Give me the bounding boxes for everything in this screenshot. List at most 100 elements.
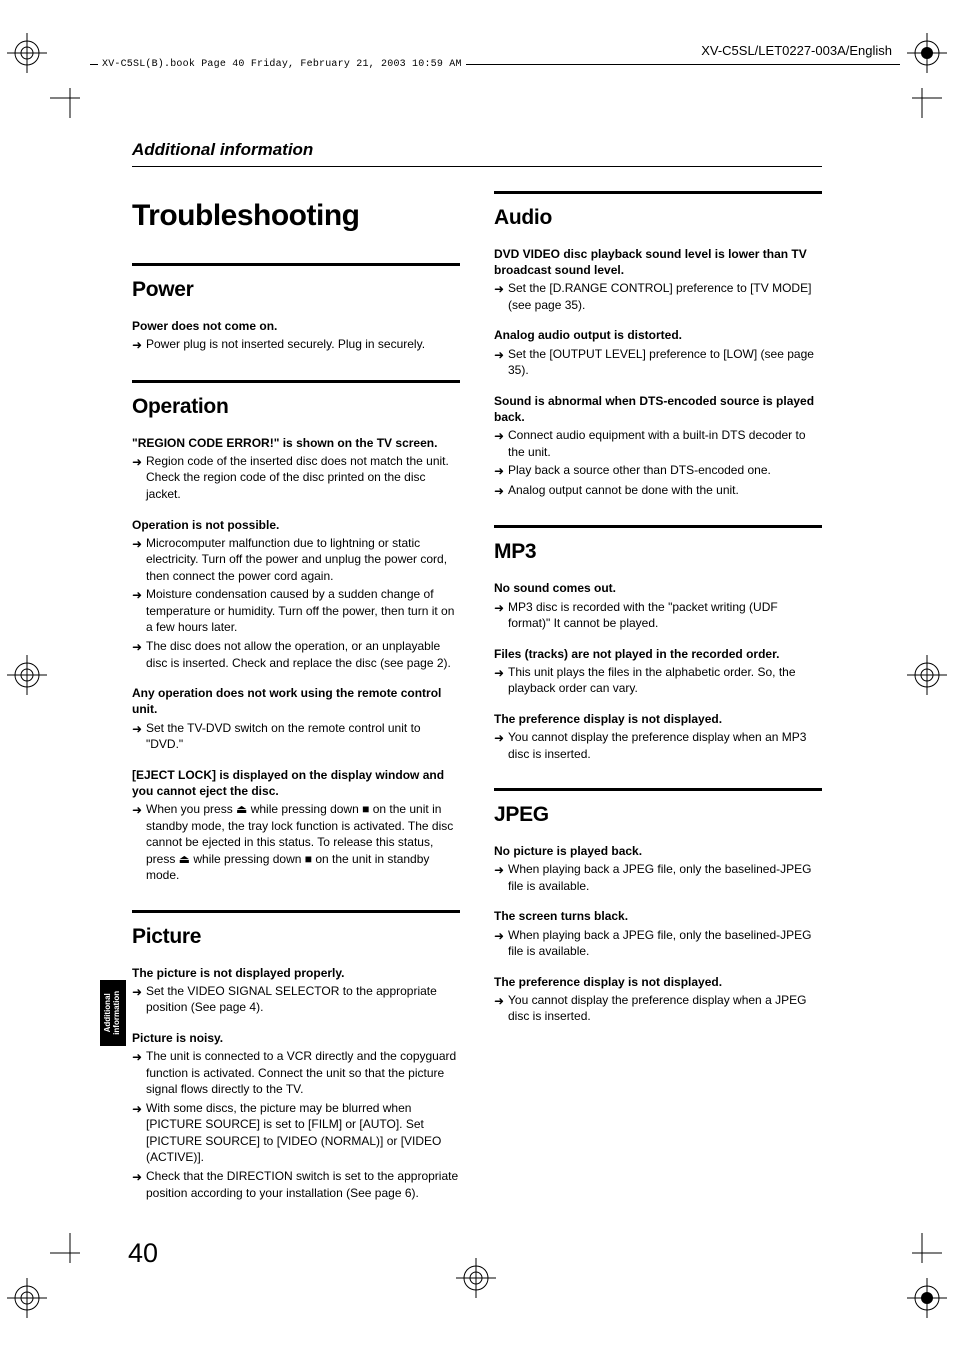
issue-solution: ➜When playing back a JPEG file, only the… [494,861,822,894]
section-title: Operation [132,395,460,419]
side-tab: Additionalinformation [100,980,126,1046]
issue-solution: ➜Analog output cannot be done with the u… [494,482,822,500]
section-title: Picture [132,925,460,949]
arrow-icon: ➜ [494,664,508,697]
arrow-icon: ➜ [494,427,508,460]
section-rule [132,380,460,383]
issue-problem: Operation is not possible. [132,517,460,533]
arrow-icon: ➜ [132,586,146,636]
solution-text: The unit is connected to a VCR directly … [146,1048,460,1098]
solution-text: When you press ⏏ while pressing down ■ o… [146,801,460,884]
section-rule [494,191,822,194]
issue-problem: No sound comes out. [494,580,822,596]
arrow-icon: ➜ [132,983,146,1016]
issue-block: The preference display is not displayed.… [494,974,822,1025]
crop-mark-icon [50,1233,90,1273]
solution-text: Analog output cannot be done with the un… [508,482,822,500]
arrow-icon: ➜ [494,729,508,762]
issue-solution: ➜Set the [D.RANGE CONTROL] preference to… [494,280,822,313]
issue-block: Any operation does not work using the re… [132,685,460,752]
issue-problem: Power does not come on. [132,318,460,334]
issue-solution: ➜Check that the DIRECTION switch is set … [132,1168,460,1201]
issue-block: Power does not come on. ➜Power plug is no… [132,318,460,354]
issue-block: Operation is not possible.➜Microcomputer… [132,517,460,672]
left-column: Troubleshooting PowerPower does not come… [132,191,460,1227]
registration-mark-top-right [907,33,947,73]
issue-problem: Any operation does not work using the re… [132,685,460,717]
solution-text: Set the [D.RANGE CONTROL] preference to … [508,280,822,313]
section-title: MP3 [494,540,822,564]
section: Picture The picture is not displayed prop… [132,910,460,1201]
issue-solution: ➜When playing back a JPEG file, only the… [494,927,822,960]
issue-problem: No picture is played back. [494,843,822,859]
issue-problem: Sound is abnormal when DTS-encoded sourc… [494,393,822,425]
issue-block: No sound comes out. ➜MP3 disc is recorded… [494,580,822,631]
registration-mark-bottom-left [7,1278,47,1318]
section-title: JPEG [494,803,822,827]
solution-text: Microcomputer malfunction due to lightni… [146,535,460,585]
section: MP3 No sound comes out. ➜MP3 disc is recor… [494,525,822,762]
issue-solution: ➜Connect audio equipment with a built-in… [494,427,822,460]
issue-solution: ➜Microcomputer malfunction due to lightn… [132,535,460,585]
arrow-icon: ➜ [132,535,146,585]
arrow-icon: ➜ [132,801,146,884]
issue-problem: The preference display is not displayed. [494,974,822,990]
issue-solution: ➜MP3 disc is recorded with the "packet w… [494,599,822,632]
breadcrumb: Additional information [132,140,822,160]
right-column: AudioDVD VIDEO disc playback sound level… [494,191,822,1227]
issue-block: DVD VIDEO disc playback sound level is l… [494,246,822,313]
solution-text: Check that the DIRECTION switch is set t… [146,1168,460,1201]
section: Operation "REGION CODE ERROR!" is shown o… [132,380,460,884]
arrow-icon: ➜ [132,1048,146,1098]
crop-mark-center-bottom-icon [456,1258,496,1298]
issue-problem: DVD VIDEO disc playback sound level is l… [494,246,822,278]
solution-text: Power plug is not inserted securely. Plu… [146,336,460,354]
arrow-icon: ➜ [494,482,508,500]
issue-solution: ➜This unit plays the files in the alphab… [494,664,822,697]
arrow-icon: ➜ [494,346,508,379]
issue-problem: "REGION CODE ERROR!" is shown on the TV … [132,435,460,451]
section-rule [494,525,822,528]
solution-text: Set the VIDEO SIGNAL SELECTOR to the app… [146,983,460,1016]
issue-block: Picture is noisy.➜The unit is connected … [132,1030,460,1201]
issue-block: [EJECT LOCK] is displayed on the display… [132,767,460,884]
issue-solution: ➜Set the [OUTPUT LEVEL] preference to [L… [494,346,822,379]
solution-text: The disc does not allow the operation, o… [146,638,460,671]
issue-solution: ➜The unit is connected to a VCR directly… [132,1048,460,1098]
issue-block: No picture is played back. ➜When playing … [494,843,822,894]
arrow-icon: ➜ [494,861,508,894]
document-id: XV-C5SL/LET0227-003A/English [701,43,892,58]
issue-solution: ➜You cannot display the preference displ… [494,992,822,1025]
section: PowerPower does not come on.➜Power plug … [132,263,460,354]
arrow-icon: ➜ [132,1168,146,1201]
page-title: Troubleshooting [132,199,460,233]
issue-solution: ➜You cannot display the preference displ… [494,729,822,762]
arrow-icon: ➜ [132,336,146,354]
arrow-icon: ➜ [494,927,508,960]
issue-solution: ➜Set the VIDEO SIGNAL SELECTOR to the ap… [132,983,460,1016]
arrow-icon: ➜ [132,638,146,671]
solution-text: You cannot display the preference displa… [508,729,822,762]
solution-text: This unit plays the files in the alphabe… [508,664,822,697]
issue-block: Files (tracks) are not played in the rec… [494,646,822,697]
issue-problem: Picture is noisy. [132,1030,460,1046]
solution-text: Set the TV-DVD switch on the remote cont… [146,720,460,753]
arrow-icon: ➜ [132,720,146,753]
solution-text: Set the [OUTPUT LEVEL] preference to [LO… [508,346,822,379]
issue-problem: Analog audio output is distorted. [494,327,822,343]
issue-solution: ➜When you press ⏏ while pressing down ■ … [132,801,460,884]
issue-solution: ➜The disc does not allow the operation, … [132,638,460,671]
issue-solution: ➜Power plug is not inserted securely. Pl… [132,336,460,354]
section-rule [132,910,460,913]
issue-problem: The picture is not displayed properly. [132,965,460,981]
issue-solution: ➜Region code of the inserted disc does n… [132,453,460,503]
registration-mark-bottom-right [907,1278,947,1318]
arrow-icon: ➜ [132,453,146,503]
issue-problem: The screen turns black. [494,908,822,924]
issue-problem: Files (tracks) are not played in the rec… [494,646,822,662]
section-rule [494,788,822,791]
solution-text: Connect audio equipment with a built-in … [508,427,822,460]
arrow-icon: ➜ [494,280,508,313]
solution-text: When playing back a JPEG file, only the … [508,927,822,960]
registration-mark-top-left [7,33,47,73]
